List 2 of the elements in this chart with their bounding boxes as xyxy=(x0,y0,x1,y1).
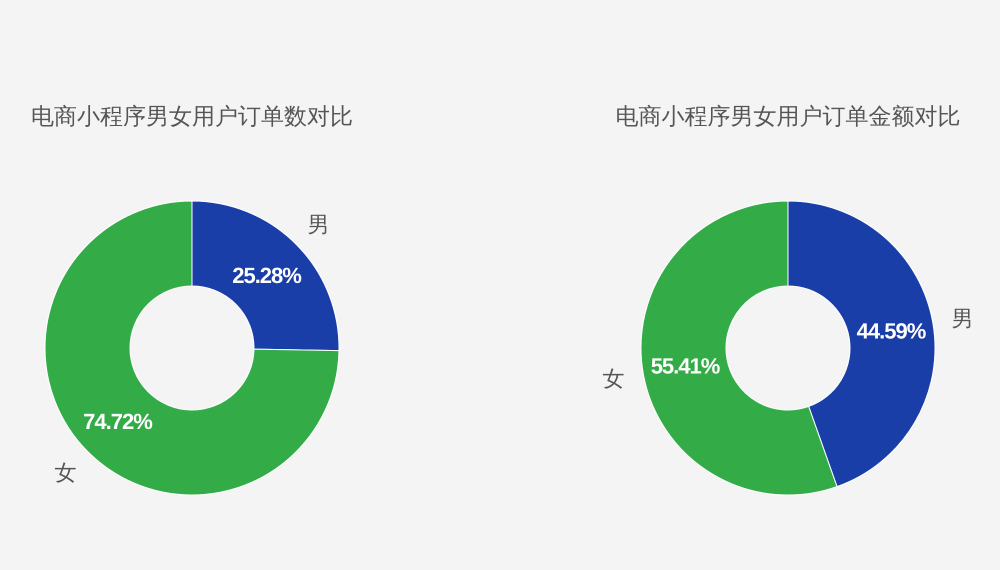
title: 电商小程序男女用户订单数对比 xyxy=(31,104,353,130)
title: 电商小程序男女用户订单金额对比 xyxy=(616,104,960,130)
